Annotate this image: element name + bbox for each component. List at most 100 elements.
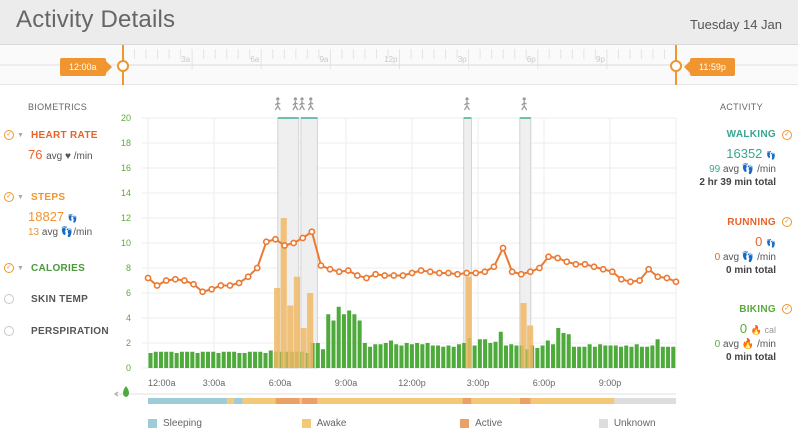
caret-down-icon[interactable]: ▼ — [17, 131, 24, 139]
perspiration-metric[interactable]: ▼ PERSPIRATION — [4, 324, 116, 338]
unchecked-circle-icon[interactable] — [4, 326, 14, 336]
calorie-bar — [347, 310, 352, 368]
walking-summary[interactable]: WALKING 16352 👣 99 avg 👣 /min 2 hr 39 mi… — [666, 129, 776, 188]
calorie-bar — [247, 351, 252, 368]
range-end-knob[interactable] — [670, 60, 682, 72]
heart-rate-point — [181, 277, 188, 284]
calorie-bar — [294, 351, 299, 368]
x-tick-label: 12:00p — [398, 378, 426, 388]
calorie-bar — [592, 346, 597, 368]
calorie-bar — [273, 351, 278, 368]
chevron-left-icon — [113, 391, 119, 397]
y-tick-label: 8 — [126, 263, 131, 273]
y-tick-label: 16 — [121, 163, 131, 173]
heart-rate-point — [299, 234, 307, 242]
activity-state-segment — [614, 398, 676, 404]
walking-person-body — [292, 101, 299, 111]
walking-period-shade — [519, 117, 532, 369]
check-icon[interactable]: ✓ — [4, 130, 14, 140]
perspiration-label: PERSPIRATION — [31, 325, 109, 337]
heart-rate-point — [308, 228, 316, 236]
walking-avg-unit: avg 👣 /min — [722, 164, 776, 175]
range-start-knob[interactable] — [117, 60, 129, 72]
activity-state-segment — [227, 398, 234, 404]
heart-rate-point — [281, 242, 288, 249]
activity-state-segment — [242, 398, 276, 404]
calorie-bar — [629, 346, 634, 368]
y-tick-label: 18 — [121, 138, 131, 148]
running-summary[interactable]: RUNNING 0 👣 0 avg 👣 /min 0 min total — [666, 217, 776, 276]
caret-down-icon[interactable]: ▼ — [17, 193, 24, 201]
steps-bar — [527, 325, 534, 368]
legend-label: Active — [475, 418, 503, 429]
walking-person-head — [276, 97, 280, 101]
calorie-bar — [158, 351, 163, 368]
calories-metric[interactable]: ✓ ▼ CALORIES — [4, 261, 116, 275]
check-icon[interactable]: ✓ — [4, 263, 14, 273]
y-tick-label: 12 — [121, 213, 131, 223]
steps-bar — [520, 303, 527, 368]
skin-temp-metric[interactable]: ▼ SKIN TEMP — [4, 292, 116, 306]
x-tick-label: 12:00a — [148, 378, 176, 388]
activity-state-segment — [530, 398, 615, 404]
calorie-bar — [394, 344, 399, 368]
calorie-bar — [530, 345, 535, 368]
heart-rate-point — [372, 270, 379, 278]
calorie-bar — [467, 338, 472, 368]
steps-label: STEPS — [31, 191, 66, 203]
calorie-bar — [383, 343, 388, 368]
ruler-label: 6a — [250, 55, 259, 64]
walking-period-shade — [277, 117, 300, 369]
biking-summary[interactable]: BIKING 0 🔥 cal 0 avg 🔥 /min 0 min total — [666, 304, 776, 363]
steps-value: 18827 — [28, 209, 65, 224]
heart-rate-point — [290, 239, 298, 247]
calorie-bar — [185, 351, 190, 368]
legend-item-awake: Awake — [301, 418, 461, 429]
biking-check-icon[interactable]: ✓ — [782, 304, 792, 314]
calorie-bar — [341, 314, 346, 368]
walking-period-shade — [463, 117, 472, 369]
unchecked-circle-icon[interactable] — [4, 294, 14, 304]
calorie-bar — [148, 353, 153, 368]
activity-state-segment — [148, 398, 228, 404]
check-icon[interactable]: ✓ — [4, 192, 14, 202]
heart-rate-point — [390, 272, 398, 279]
calorie-bar — [326, 314, 331, 368]
ruler-label: 9p — [596, 55, 605, 64]
heart-rate-metric[interactable]: ✓ ▼ HEART RATE 76 avg ♥ /min — [4, 128, 116, 162]
activity-state-segment — [302, 398, 318, 404]
y-tick-label: 4 — [126, 313, 131, 323]
calorie-bar — [456, 344, 461, 368]
range-end-handle[interactable]: 11:59p — [684, 58, 735, 76]
calorie-bar — [535, 348, 540, 368]
heart-rate-point — [599, 265, 607, 273]
calorie-bar — [310, 343, 315, 368]
heart-rate-point — [572, 260, 580, 268]
caret-down-icon[interactable]: ▼ — [17, 264, 24, 272]
steps-metric[interactable]: ✓ ▼ STEPS 18827 👣 13 avg 👣/min — [4, 190, 116, 238]
calorie-bar — [263, 353, 268, 368]
calorie-bar — [357, 320, 362, 368]
steps-bar — [465, 276, 472, 368]
heart-rate-point — [590, 263, 598, 271]
legend-item-sleeping: Sleeping — [148, 418, 302, 429]
running-check-icon[interactable]: ✓ — [782, 217, 792, 227]
activity-state-segment — [519, 398, 531, 404]
heart-rate-point — [272, 235, 279, 243]
running-steps: 0 — [755, 234, 763, 249]
calorie-bar — [399, 345, 404, 368]
calorie-bar — [488, 343, 493, 368]
calorie-bar — [577, 346, 582, 368]
calorie-bar — [571, 346, 576, 368]
calorie-bar — [618, 346, 624, 368]
walking-person-head — [309, 97, 313, 101]
heart-rate-point — [363, 274, 370, 282]
steps-bar — [274, 288, 281, 368]
calorie-bar — [321, 349, 326, 368]
walking-check-icon[interactable]: ✓ — [782, 130, 792, 140]
heart-rate-point — [190, 280, 197, 288]
range-start-handle[interactable]: 12:00a — [60, 58, 112, 76]
time-range-slider[interactable]: 3a 6a 9a 12p 3p 6p 9p 12:00a 11:59p — [0, 45, 798, 85]
x-tick-label: 9:00p — [599, 378, 622, 388]
activity-heading: ACTIVITY — [720, 102, 763, 112]
